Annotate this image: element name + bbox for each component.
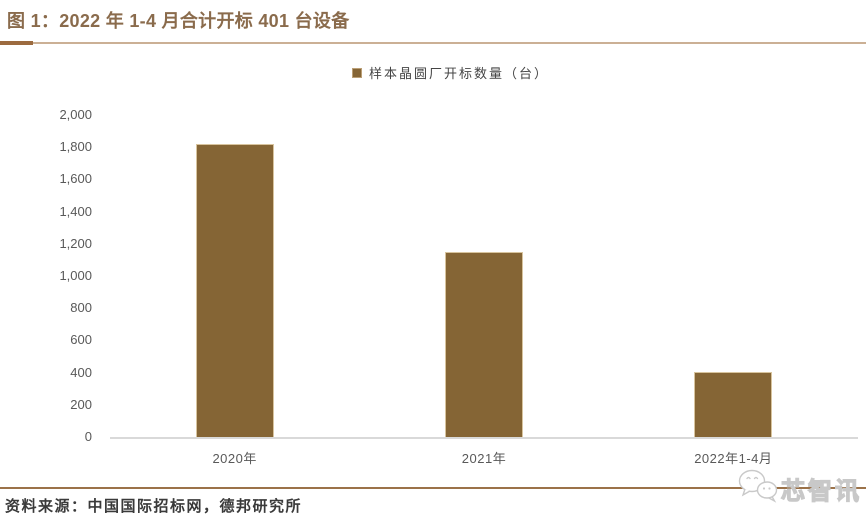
bar-2022年1-4月 bbox=[694, 372, 773, 437]
title-underline bbox=[0, 42, 866, 44]
x-tick-label: 2022年1-4月 bbox=[694, 451, 773, 466]
title-underline-accent bbox=[0, 41, 33, 45]
footer-rule bbox=[0, 487, 866, 489]
y-tick-label: 2,000 bbox=[59, 107, 92, 122]
y-tick-label: 400 bbox=[70, 364, 92, 380]
y-tick-label: 1,000 bbox=[59, 268, 92, 283]
y-tick-label: 600 bbox=[70, 332, 92, 348]
y-tick-label: 1,400 bbox=[59, 203, 92, 219]
bar-2021年 bbox=[445, 251, 523, 437]
y-tick-label: 1,200 bbox=[59, 235, 92, 251]
y-tick-label: 800 bbox=[70, 300, 92, 316]
y-tick-label: 1,600 bbox=[59, 171, 92, 187]
bar-2020年 bbox=[195, 143, 274, 437]
source-note: 资料来源：中国国际招标网，德邦研究所 bbox=[5, 497, 303, 515]
y-tick-label: 1,800 bbox=[59, 139, 92, 155]
watermark-text: 芯智讯 bbox=[780, 476, 862, 505]
x-tick-label: 2021年 bbox=[461, 451, 507, 466]
plot-area bbox=[110, 115, 858, 439]
chart-legend: 样本晶圆厂开标数量（台） bbox=[352, 63, 549, 82]
watermark: 芯智讯 bbox=[737, 468, 862, 509]
y-tick-label: 200 bbox=[70, 396, 92, 412]
figure-title: 图 1：2022 年 1-4 月合计开标 401 台设备 bbox=[7, 11, 350, 31]
wechat-icon bbox=[737, 468, 779, 509]
legend-label: 样本晶圆厂开标数量（台） bbox=[369, 67, 550, 82]
legend-swatch-icon bbox=[352, 67, 362, 78]
x-tick-label: 2020年 bbox=[212, 451, 257, 466]
y-tick-label: 0 bbox=[84, 429, 92, 444]
